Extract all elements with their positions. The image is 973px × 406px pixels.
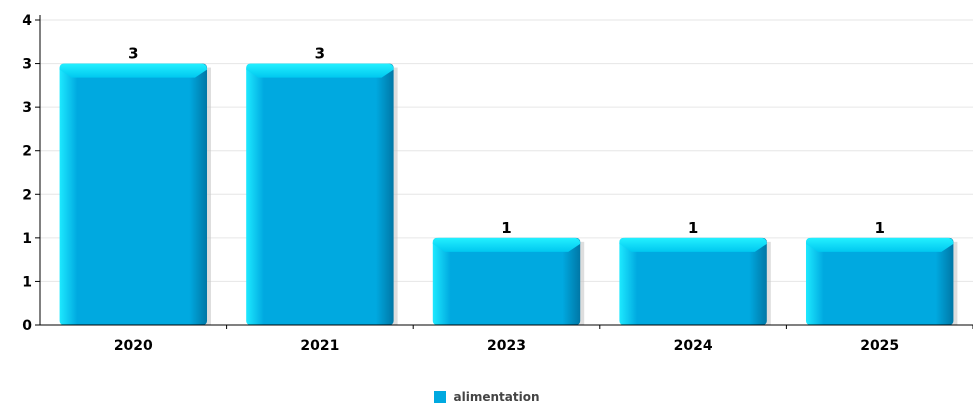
- data-label: 3: [315, 45, 325, 63]
- bar-bevel: [432, 237, 581, 252]
- y-tick-label: 0: [22, 318, 32, 334]
- y-tick-label: 1: [22, 274, 32, 290]
- x-tick-label: 2021: [300, 338, 339, 354]
- y-tick-label: 4: [22, 13, 32, 29]
- y-tick-label: 1: [22, 231, 32, 247]
- legend-swatch: [433, 391, 446, 403]
- y-tick-label: 3: [22, 57, 32, 73]
- x-tick-label: 2024: [674, 338, 713, 354]
- data-label: 1: [688, 219, 698, 237]
- bar-bevel: [805, 237, 954, 252]
- y-tick-label: 3: [22, 100, 32, 116]
- legend: alimentation: [0, 390, 973, 404]
- bar-2021: [246, 63, 394, 325]
- y-tick-label: 2: [22, 187, 32, 203]
- bar-2023: [432, 237, 581, 325]
- bar-2025: [805, 237, 954, 325]
- x-tick-label: 2025: [860, 338, 899, 354]
- bar-bevel: [246, 63, 394, 78]
- bar-bevel: [59, 63, 208, 78]
- data-label: 3: [128, 45, 138, 63]
- bar-bevel: [619, 237, 767, 252]
- labels: 0 1 1 2 2 3 3 4 2020 3 2021 3 2023 1 2024 1 2025 1: [22, 13, 899, 354]
- x-tick-label: 2023: [487, 338, 526, 354]
- bars: [59, 63, 958, 326]
- bar-2024: [619, 237, 767, 325]
- legend-label: alimentation: [453, 390, 540, 404]
- bar-2020: [59, 63, 208, 325]
- x-tick-label: 2020: [114, 338, 153, 354]
- data-label: 1: [501, 219, 511, 237]
- y-tick-label: 2: [22, 144, 32, 160]
- data-label: 1: [874, 219, 884, 237]
- axes: [35, 15, 973, 329]
